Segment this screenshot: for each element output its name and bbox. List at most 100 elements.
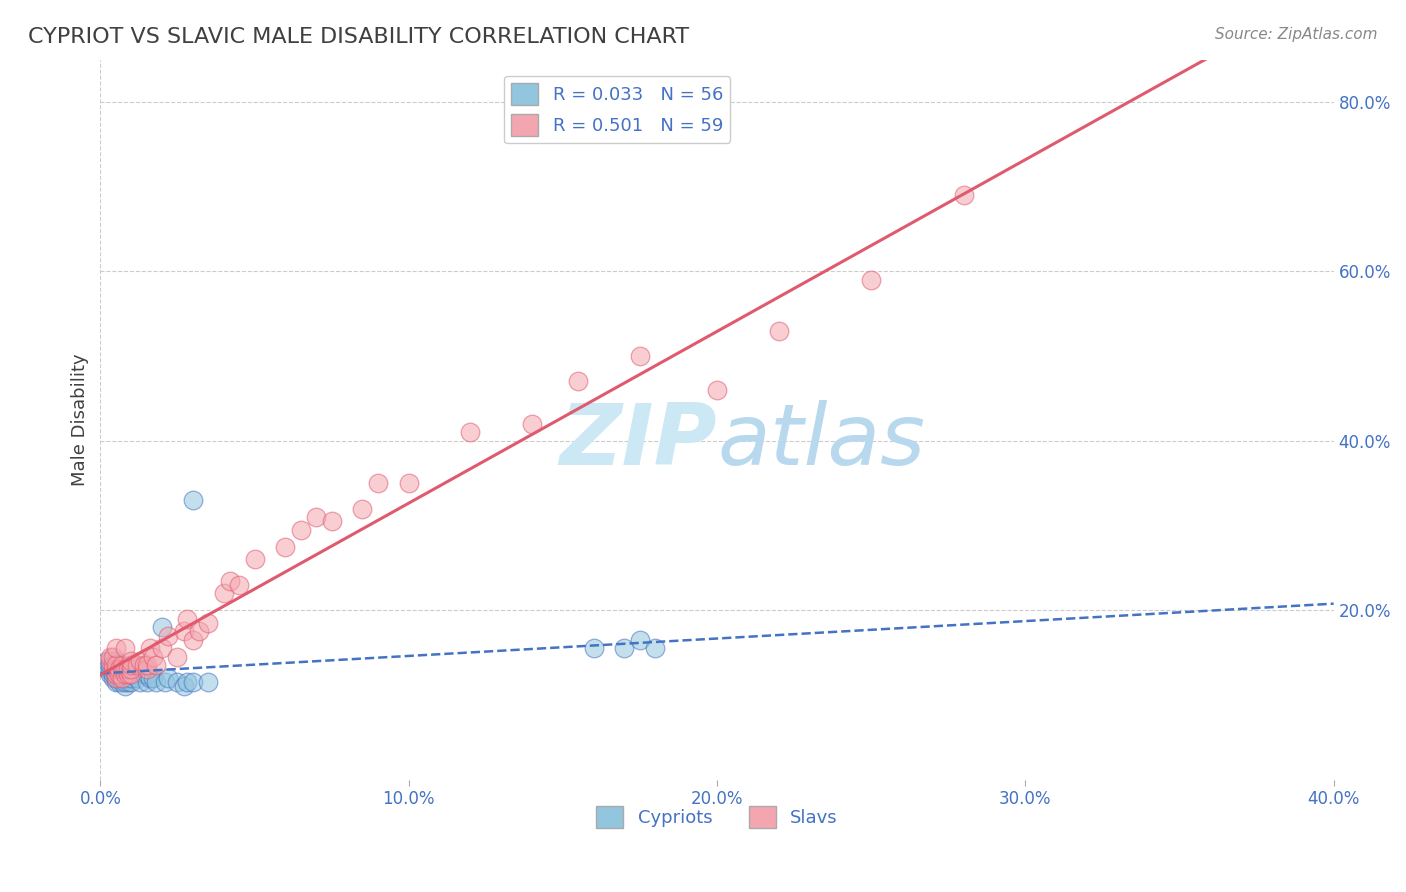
Text: CYPRIOT VS SLAVIC MALE DISABILITY CORRELATION CHART: CYPRIOT VS SLAVIC MALE DISABILITY CORREL… [28,27,689,46]
Point [120,663,142,677]
Point [132,658,155,673]
Point [98,666,121,681]
Point [212,586,235,600]
Point [111,663,134,677]
Point [120,666,142,681]
Text: Source: ZipAtlas.com: Source: ZipAtlas.com [1215,27,1378,42]
Point [188,624,211,639]
Point [117,663,139,677]
Point [111,675,134,690]
Point [111,666,134,681]
Point [398,476,420,491]
Point [98,663,121,677]
Point [120,658,142,673]
Point [120,675,142,690]
Point [181,675,204,690]
Point [157,671,180,685]
Point [104,666,127,681]
Point [138,641,160,656]
Point [952,188,974,202]
Point [135,663,157,677]
Point [104,671,127,685]
Point [176,675,198,690]
Point [96,663,118,677]
Point [181,632,204,647]
Point [142,649,165,664]
Point [129,675,152,690]
Point [127,658,149,673]
Point [321,514,343,528]
Point [166,675,188,690]
Point [120,663,142,677]
Point [218,574,240,588]
Point [460,425,482,440]
Point [117,663,139,677]
Point [98,654,121,668]
Point [352,501,374,516]
Point [157,629,180,643]
Point [153,675,176,690]
Point [135,658,157,673]
Point [120,658,142,673]
Point [104,658,127,673]
Point [114,663,136,677]
Point [101,666,124,681]
Point [111,671,134,685]
Point [135,666,157,681]
Point [114,680,136,694]
Point [166,649,188,664]
Point [104,654,127,668]
Point [173,680,195,694]
Point [120,671,142,685]
Point [104,663,127,677]
Point [108,671,131,685]
Point [582,641,605,656]
Point [290,523,312,537]
Point [274,540,297,554]
Point [108,663,131,677]
Point [111,658,134,673]
Point [644,641,666,656]
Point [613,641,636,656]
Point [768,324,790,338]
Y-axis label: Male Disability: Male Disability [72,353,89,486]
Point [181,493,204,508]
Point [108,663,131,677]
Point [96,654,118,668]
Point [120,654,142,668]
Point [127,663,149,677]
Point [567,375,589,389]
Point [706,383,728,397]
Point [101,663,124,677]
Point [138,671,160,685]
Point [305,510,328,524]
Point [101,671,124,685]
Point [104,641,127,656]
Point [197,675,219,690]
Point [114,675,136,690]
Point [129,654,152,668]
Point [243,552,266,566]
Point [104,663,127,677]
Point [98,658,121,673]
Point [108,666,131,681]
Point [520,417,543,431]
Point [104,658,127,673]
Point [142,671,165,685]
Point [104,666,127,681]
Point [145,675,167,690]
Point [628,632,651,647]
Point [197,615,219,630]
Point [367,476,389,491]
Point [98,649,121,664]
Point [117,666,139,681]
Point [127,671,149,685]
Point [117,675,139,690]
Point [101,654,124,668]
Text: ZIP: ZIP [560,400,717,483]
Point [145,658,167,673]
Point [114,641,136,656]
Point [114,671,136,685]
Point [860,273,883,287]
Point [132,666,155,681]
